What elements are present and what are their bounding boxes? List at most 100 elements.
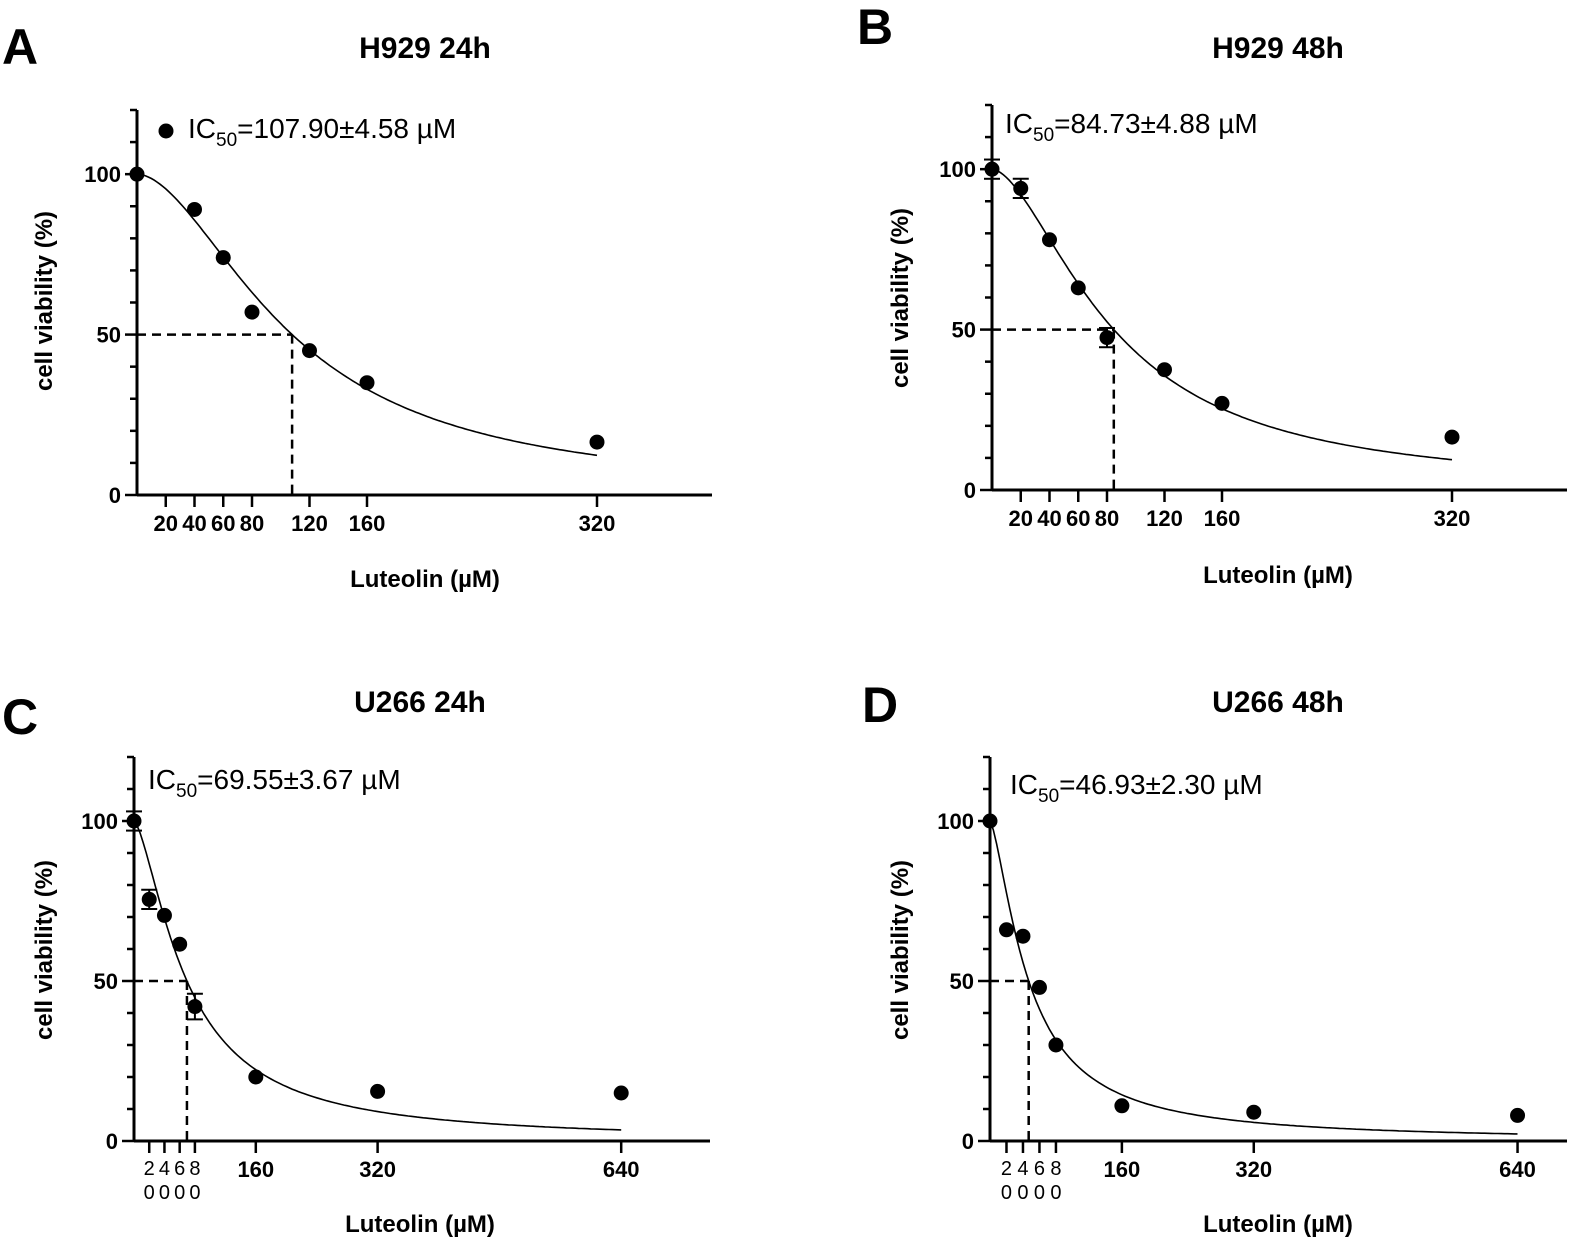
plot-area: 0 50 100 2 04 06 08 0 160 320 640 <box>937 755 1567 1204</box>
data-point <box>187 999 203 1015</box>
data-point <box>1031 979 1047 995</box>
data-point <box>156 907 172 923</box>
x-tick-label: 160 <box>1204 506 1241 531</box>
panel-c: C U266 24h IC50=69.55±3.67 µM Luteolin (… <box>2 686 710 1238</box>
data-point <box>370 1083 386 1099</box>
data-point <box>302 343 317 359</box>
data-point <box>248 1069 264 1085</box>
data-point <box>126 813 142 829</box>
data-point <box>1015 928 1031 944</box>
x-tick-label: 60 <box>211 511 235 536</box>
data-point <box>1114 1098 1130 1114</box>
y-tick-label: 0 <box>962 1129 974 1154</box>
plot-area: 0 50 100 20 40 60 80 120 160 320 <box>84 108 712 536</box>
x-axis-label: Luteolin (µM) <box>350 566 500 593</box>
data-point <box>1013 180 1029 196</box>
fit-curve <box>133 820 622 1131</box>
y-tick-label: 50 <box>97 323 121 348</box>
ic50-annotation: IC50=46.93±2.30 µM <box>1010 769 1263 807</box>
panel-letter: B <box>857 0 893 55</box>
data-point <box>1510 1107 1526 1123</box>
data-point <box>984 161 1000 177</box>
data-point <box>172 936 188 952</box>
data-point <box>187 201 202 217</box>
y-tick-label: 100 <box>939 157 976 182</box>
x-tick-label: 120 <box>291 511 328 536</box>
data-point <box>1444 429 1460 445</box>
x-tick-label: 20 <box>1009 506 1033 531</box>
panel-b: B H929 48h IC50=84.73±4.88 µM Luteolin (… <box>857 0 1567 589</box>
panel-letter: C <box>2 689 38 745</box>
y-axis-label: cell viability (%) <box>31 211 58 391</box>
y-tick-label: 50 <box>94 969 118 994</box>
x-tick-label: 160 <box>349 511 386 536</box>
data-point <box>129 166 145 182</box>
chart-title: H929 48h <box>1212 32 1344 65</box>
data-point <box>1070 280 1086 296</box>
legend-marker <box>158 123 174 139</box>
x-tick-label: 320 <box>359 1157 396 1182</box>
y-axis-label: cell viability (%) <box>31 860 58 1040</box>
x-tick-label: 160 <box>1104 1157 1141 1182</box>
x-tick-label: 80 <box>1095 506 1119 531</box>
x-axis-label: Luteolin (µM) <box>1203 562 1353 589</box>
x-tick-label: 120 <box>1146 506 1183 531</box>
x-tick-label: 320 <box>1434 506 1471 531</box>
y-tick-label: 100 <box>937 809 974 834</box>
x-tick-label: 60 <box>1066 506 1090 531</box>
data-point <box>141 891 157 907</box>
chart-title: H929 24h <box>359 32 491 65</box>
x-axis-label: Luteolin (µM) <box>345 1211 495 1238</box>
fit-curve <box>991 168 1453 461</box>
y-tick-label: 0 <box>964 478 976 503</box>
x-tick-label: 20 <box>154 511 178 536</box>
y-tick-label: 0 <box>109 483 121 508</box>
ic50-annotation: IC50=69.55±3.67 µM <box>148 764 401 802</box>
x-axis-label: Luteolin (µM) <box>1203 1211 1353 1238</box>
plot-area: 0 50 100 20 40 60 80 120 160 320 <box>939 103 1567 531</box>
fit-curve <box>989 820 1518 1135</box>
y-tick-label: 100 <box>84 162 121 187</box>
x-tick-label: 40 <box>182 511 206 536</box>
data-point <box>982 813 998 829</box>
ic50-annotation: IC50=107.90±4.58 µM <box>188 113 456 151</box>
x-tick-label: 160 <box>237 1157 274 1182</box>
data-point <box>1214 395 1230 411</box>
fit-curve <box>136 173 598 457</box>
panel-letter: A <box>2 19 38 75</box>
x-tick-label: 40 <box>1037 506 1061 531</box>
data-point <box>613 1085 629 1101</box>
y-tick-label: 0 <box>106 1129 118 1154</box>
y-tick-label: 100 <box>81 809 118 834</box>
x-tick-label: 320 <box>1235 1157 1272 1182</box>
x-tick-label: 80 <box>240 511 264 536</box>
data-point <box>998 922 1014 938</box>
data-point <box>359 375 375 391</box>
y-axis-label: cell viability (%) <box>887 860 914 1040</box>
y-tick-label: 50 <box>952 318 976 343</box>
y-axis-label: cell viability (%) <box>887 208 914 388</box>
data-point <box>1246 1104 1262 1120</box>
x-tick-label: 640 <box>1499 1157 1536 1182</box>
data-point <box>1099 330 1115 346</box>
ic50-annotation: IC50=84.73±4.88 µM <box>1005 108 1258 146</box>
data-point <box>244 304 260 320</box>
chart-title: U266 24h <box>354 686 486 719</box>
panel-letter: D <box>862 677 898 733</box>
data-point <box>215 250 231 266</box>
y-tick-label: 50 <box>950 969 974 994</box>
data-point <box>589 434 605 450</box>
panel-a: A H929 24h IC50=107.90±4.58 µM Luteolin … <box>2 19 712 593</box>
chart-title: U266 48h <box>1212 686 1344 719</box>
x-tick-label: 640 <box>603 1157 640 1182</box>
data-point <box>1048 1037 1064 1053</box>
